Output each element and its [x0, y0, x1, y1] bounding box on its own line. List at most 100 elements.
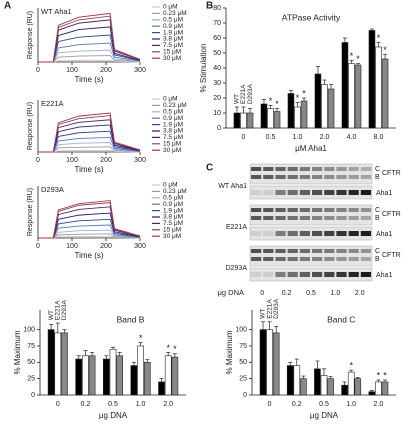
bar	[321, 84, 328, 129]
band-c	[360, 167, 371, 171]
bar	[143, 362, 151, 396]
bar	[82, 355, 89, 396]
y-tick-label: 50	[27, 359, 35, 366]
legend-label: 1.9 μM	[163, 121, 183, 128]
legend-label: 1.9 μM	[163, 207, 183, 214]
legend-label: 0 μM	[163, 96, 178, 103]
lane-label: 0.5	[306, 290, 316, 297]
band-b	[263, 175, 274, 179]
series-line	[38, 206, 141, 239]
x-tick-label: 1.0	[346, 401, 356, 408]
significance-marker: *	[377, 370, 381, 380]
band-label: C	[375, 248, 380, 255]
blot-x-label: μg DNA	[218, 288, 244, 297]
panel-label: A	[4, 1, 11, 12]
bar	[75, 358, 83, 396]
x-tick-label: 2.0	[374, 401, 384, 408]
band-c	[263, 208, 274, 212]
bar	[300, 378, 307, 396]
band-aha	[287, 231, 298, 236]
band-aha	[360, 190, 371, 195]
lane-label: 2.0	[355, 290, 365, 297]
x-tick-label: 2.0	[320, 134, 330, 141]
bar	[273, 111, 281, 129]
x-tick-label: 1.0	[293, 134, 303, 141]
band-c	[287, 167, 298, 171]
legend-label: 0.5 μM	[163, 17, 183, 24]
band-b	[360, 216, 371, 220]
band-b	[360, 175, 371, 179]
legend-label: 0 μM	[163, 4, 178, 11]
legend-label: D293A	[61, 300, 68, 321]
bar	[314, 73, 322, 129]
band-b	[348, 175, 359, 179]
series-line	[38, 12, 141, 63]
band-b	[324, 216, 335, 220]
band-label: C	[375, 166, 380, 173]
band-c	[312, 167, 323, 171]
y-tick-label: 0	[243, 392, 247, 399]
group-label: E221A	[226, 224, 247, 231]
bar	[314, 368, 321, 396]
band-b	[312, 175, 323, 179]
band-aha	[275, 272, 286, 277]
legend-label: WT	[260, 309, 267, 319]
bar	[294, 106, 301, 129]
x-tick-label: 8.0	[374, 134, 384, 141]
band-b	[251, 175, 262, 179]
band-c	[336, 249, 347, 253]
bar	[368, 30, 376, 129]
y-tick-label: 30	[213, 80, 221, 87]
band-aha	[312, 190, 323, 195]
legend-label: 7.5 μM	[163, 42, 183, 49]
legend-label: 30 μM	[163, 233, 181, 240]
x-axis-label: Time (s)	[74, 165, 103, 174]
bar	[47, 329, 55, 396]
band-aha	[312, 231, 323, 236]
legend-label: 0 μM	[163, 182, 178, 189]
significance-marker: *	[173, 344, 177, 354]
band-aha	[312, 272, 323, 277]
x-tick-label: 300	[134, 157, 146, 164]
legend-label: 0.23 μM	[163, 188, 187, 195]
bar	[240, 112, 247, 129]
x-tick-label: 100	[66, 243, 78, 250]
y-tick-label: 20	[213, 95, 221, 102]
series-line	[38, 218, 141, 239]
significance-marker: *	[350, 51, 354, 61]
band-b	[324, 175, 335, 179]
band-aha	[251, 190, 262, 195]
bar	[293, 365, 301, 396]
band-b	[251, 257, 262, 261]
band-b	[324, 257, 335, 261]
bar	[130, 365, 138, 396]
x-tick-label: 0.2	[81, 401, 91, 408]
protein-label: CFTR	[382, 170, 401, 177]
band-b	[299, 257, 310, 261]
series-line	[38, 200, 141, 239]
legend-label: D293A	[273, 298, 280, 319]
band-c	[287, 208, 298, 212]
band-c	[275, 208, 286, 212]
x-tick-label: 0	[36, 157, 40, 164]
legend-label: 0.9 μM	[163, 23, 183, 30]
x-tick-label: 2.0	[163, 401, 173, 408]
blot-aha	[249, 185, 373, 200]
band-c	[348, 208, 359, 212]
x-tick-label: 100	[66, 67, 78, 74]
band-b	[275, 257, 286, 261]
band-c	[312, 208, 323, 212]
bar	[158, 381, 165, 396]
legend-label: 0.23 μM	[163, 10, 187, 17]
band-b	[336, 175, 347, 179]
legend-label: E221A	[55, 300, 62, 320]
band-c	[336, 208, 347, 212]
protein-label: CFTR	[382, 252, 401, 259]
bar	[171, 356, 179, 396]
y-tick-label: 10	[213, 110, 221, 117]
y-tick-label: 75	[239, 343, 247, 350]
bar	[54, 332, 62, 396]
band-aha	[336, 190, 347, 195]
x-tick-label: 200	[100, 67, 112, 74]
plot-title: D293A	[41, 185, 64, 194]
